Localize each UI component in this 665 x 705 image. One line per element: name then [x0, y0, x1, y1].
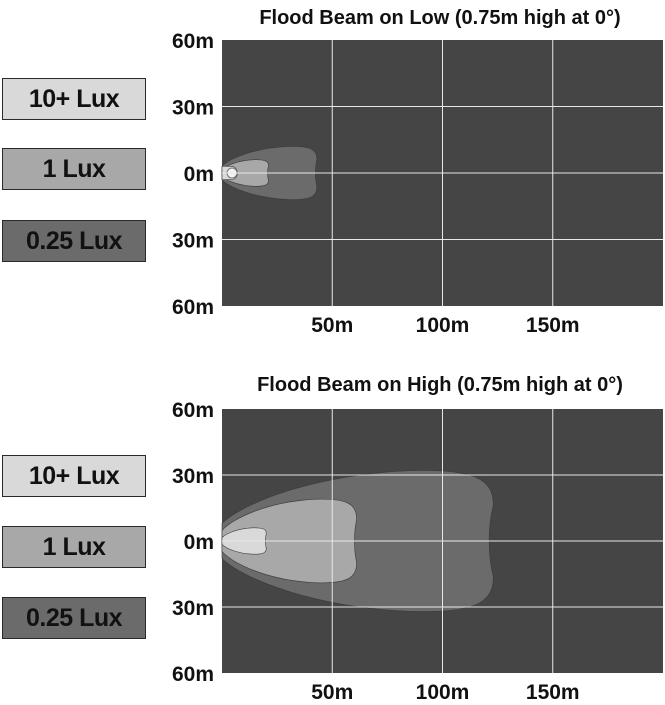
legend-label: 10+ Lux	[28, 84, 120, 113]
y-tick-label: 0m	[184, 531, 214, 554]
y-tick-label: 30m	[172, 230, 214, 253]
y-tick-label: 30m	[172, 597, 214, 620]
y-tick-label: 60m	[172, 399, 214, 422]
y-tick-label: 30m	[172, 465, 214, 488]
chart-title: Flood Beam on Low (0.75m high at 0°)	[259, 7, 620, 29]
x-tick-label: 100m	[416, 681, 470, 704]
flood-beam-high-chart: Flood Beam on High (0.75m high at 0°) 60m…	[172, 374, 663, 704]
legend-label: 10+ Lux	[28, 461, 120, 490]
legend-1-lux-top: 1 Lux	[2, 148, 146, 190]
legend-10-lux-top: 10+ Lux	[2, 78, 146, 120]
x-tick-label: 100m	[416, 314, 470, 337]
x-tick-label: 50m	[311, 681, 353, 704]
chart-title: Flood Beam on High (0.75m high at 0°)	[257, 374, 623, 396]
y-tick-label: 60m	[172, 296, 214, 319]
x-tick-label: 150m	[526, 681, 580, 704]
legend-025-lux-top: 0.25 Lux	[2, 220, 146, 262]
legend-label: 0.25 Lux	[25, 603, 123, 632]
y-tick-label: 60m	[172, 30, 214, 53]
legend-label: 1 Lux	[42, 154, 106, 183]
y-tick-label: 60m	[172, 663, 214, 686]
x-tick-label: 50m	[311, 314, 353, 337]
legend-10-lux-bottom: 10+ Lux	[2, 455, 146, 497]
legend-1-lux-bottom: 1 Lux	[2, 526, 146, 568]
flood-beam-low-chart: Flood Beam on Low (0.75m high at 0°) 60m 3…	[172, 7, 663, 337]
y-tick-label: 30m	[172, 97, 214, 120]
legend-label: 1 Lux	[42, 532, 106, 561]
y-tick-label: 0m	[184, 163, 214, 186]
legend-label: 0.25 Lux	[25, 226, 123, 255]
legend-025-lux-bottom: 0.25 Lux	[2, 597, 146, 639]
x-tick-label: 150m	[526, 314, 580, 337]
